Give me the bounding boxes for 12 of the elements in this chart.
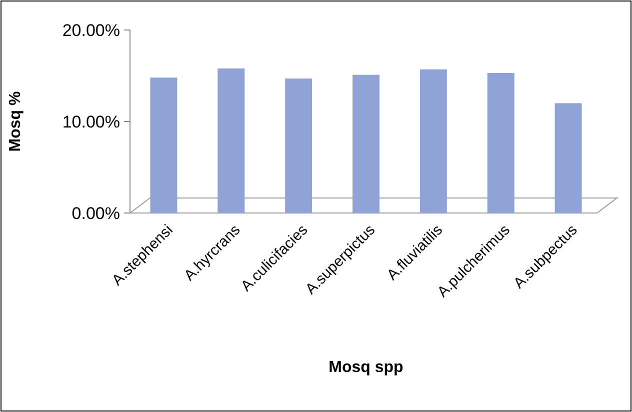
- bar: [352, 74, 380, 213]
- bar: [420, 69, 447, 213]
- y-tick-label: 10.00%: [62, 112, 120, 132]
- bar: [285, 78, 312, 213]
- y-tick-label: 0.00%: [72, 204, 120, 223]
- x-axis-title: Mosq spp: [328, 359, 404, 376]
- y-tick-label: 20.00%: [62, 20, 120, 40]
- bar: [487, 73, 514, 213]
- bar: [218, 68, 245, 213]
- bar: [150, 78, 178, 213]
- bar: [554, 103, 582, 213]
- y-axis-title: Mosq %: [7, 91, 24, 152]
